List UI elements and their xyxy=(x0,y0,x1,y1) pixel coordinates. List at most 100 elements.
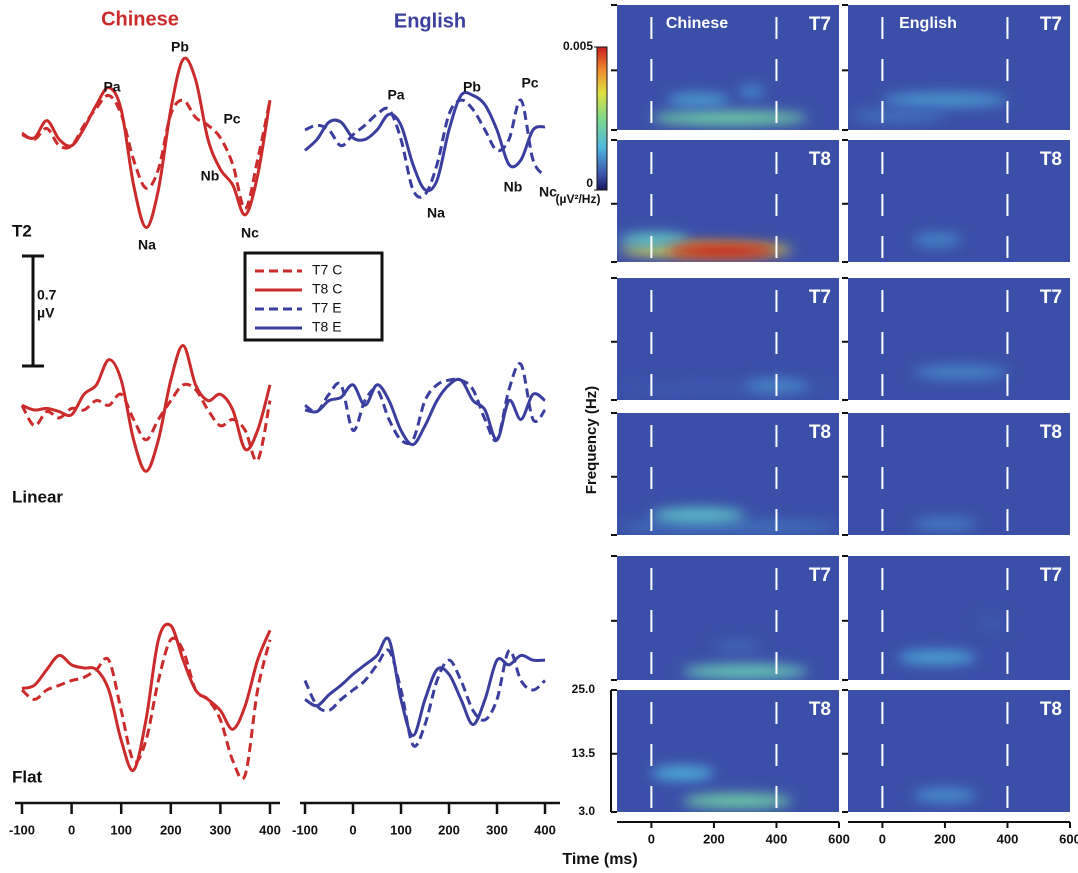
x-axis-title: Time (ms) xyxy=(562,851,637,868)
peak-label: Pc xyxy=(223,111,240,127)
x-tick-label: 300 xyxy=(486,822,508,837)
x-tick-label: 400 xyxy=(997,831,1019,846)
y-tick-label: 25.0 xyxy=(572,682,596,696)
panel-bg xyxy=(848,278,1070,400)
legend-label: T8 C xyxy=(312,281,342,297)
colorbar xyxy=(597,47,607,190)
x-tick-label: 0 xyxy=(68,822,75,837)
x-tick-label: 200 xyxy=(438,822,460,837)
peak-label: Nc xyxy=(539,184,557,200)
peak-label: Pb xyxy=(463,79,481,95)
electrode-label: T8 xyxy=(809,422,831,443)
waveform xyxy=(22,58,270,227)
waveform xyxy=(305,92,545,190)
peak-label: Pa xyxy=(103,79,120,95)
peak-label: Na xyxy=(427,205,445,221)
power-blob xyxy=(667,244,776,258)
electrode-label: T7 xyxy=(809,565,831,586)
column-title: English xyxy=(394,10,466,32)
electrode-label: T7 xyxy=(809,14,831,35)
x-tick-label: 300 xyxy=(210,822,232,837)
power-blob xyxy=(851,109,945,123)
electrode-label: T7 xyxy=(1040,14,1062,35)
waveform xyxy=(22,346,270,472)
peak-label: Nb xyxy=(201,168,220,184)
x-tick-label: 100 xyxy=(390,822,412,837)
tf-panel xyxy=(617,690,839,812)
panel-bg xyxy=(617,690,839,812)
waveform xyxy=(22,638,270,779)
tf-panel xyxy=(617,556,839,680)
panel-bg xyxy=(617,278,839,400)
x-tick-label: 600 xyxy=(828,831,850,846)
electrode-label: T8 xyxy=(1040,422,1062,443)
electrode-label: T7 xyxy=(809,287,831,308)
power-blob xyxy=(914,233,961,247)
scale-unit: µV xyxy=(37,305,55,321)
x-tick-label: 200 xyxy=(934,831,956,846)
electrode-label: T7 xyxy=(1040,565,1062,586)
waveform xyxy=(22,624,270,770)
power-blob xyxy=(914,517,977,531)
y-tick-label: 13.5 xyxy=(572,746,596,760)
colorbar-label: (µV²/Hz) xyxy=(556,192,601,206)
power-blob xyxy=(651,766,714,780)
power-blob xyxy=(620,233,689,247)
scale-value: 0.7 xyxy=(37,287,57,303)
waveform xyxy=(305,364,545,444)
x-tick-label: 400 xyxy=(534,822,556,837)
x-tick-label: 400 xyxy=(766,831,788,846)
panel-bg xyxy=(848,140,1070,262)
y-axis-title: Frequency (Hz) xyxy=(583,386,600,494)
peak-label: Na xyxy=(138,237,156,253)
tf-panel xyxy=(848,413,1070,535)
tf-panel xyxy=(848,140,1070,262)
power-blob xyxy=(714,639,761,653)
x-tick-label: 0 xyxy=(879,831,886,846)
power-blob xyxy=(976,617,1007,631)
tf-panel xyxy=(617,140,839,262)
colorbar-tick-label: 0 xyxy=(586,176,593,190)
power-blob xyxy=(651,508,745,522)
row-label: Linear xyxy=(12,487,63,506)
figure: ChineseEnglishT2PaPbPcNaNbNcPaPbPcNaNbNc… xyxy=(0,0,1078,873)
row-label: Flat xyxy=(12,767,43,786)
tf-panel xyxy=(848,690,1070,812)
electrode-label: T8 xyxy=(1040,149,1062,170)
electrode-label: T7 xyxy=(1040,287,1062,308)
legend-label: T7 E xyxy=(312,300,342,316)
electrode-label: T8 xyxy=(809,149,831,170)
row-label: T2 xyxy=(12,221,32,240)
colorbar-tick-label: 0.005 xyxy=(563,39,593,53)
power-blob xyxy=(739,84,764,98)
power-blob xyxy=(914,788,977,802)
power-blob xyxy=(898,650,976,664)
panel-bg xyxy=(848,413,1070,535)
x-tick-label: 600 xyxy=(1059,831,1078,846)
legend-label: T7 C xyxy=(312,262,342,278)
legend-label: T8 E xyxy=(312,319,342,335)
x-tick-label: 0 xyxy=(349,822,356,837)
peak-label: Pb xyxy=(171,39,189,55)
x-tick-label: -100 xyxy=(9,822,35,837)
y-tick-label: 3.0 xyxy=(578,804,595,818)
power-blob xyxy=(683,665,808,679)
tf-panel xyxy=(848,5,1070,130)
x-tick-label: 0 xyxy=(648,831,655,846)
power-blob xyxy=(882,93,1007,107)
x-tick-label: 200 xyxy=(703,831,725,846)
electrode-label: T8 xyxy=(1040,699,1062,720)
power-blob xyxy=(620,520,839,534)
tf-panel xyxy=(617,413,839,535)
column-title: Chinese xyxy=(101,8,179,30)
panel-title: Chinese xyxy=(666,15,728,32)
tf-panel xyxy=(617,278,839,400)
x-tick-label: -100 xyxy=(292,822,318,837)
electrode-label: T8 xyxy=(809,699,831,720)
power-blob xyxy=(914,365,1008,379)
peak-label: Pc xyxy=(521,75,538,91)
x-tick-label: 200 xyxy=(160,822,182,837)
x-tick-label: 400 xyxy=(259,822,281,837)
tf-panel xyxy=(848,278,1070,400)
peak-label: Nb xyxy=(504,179,523,195)
